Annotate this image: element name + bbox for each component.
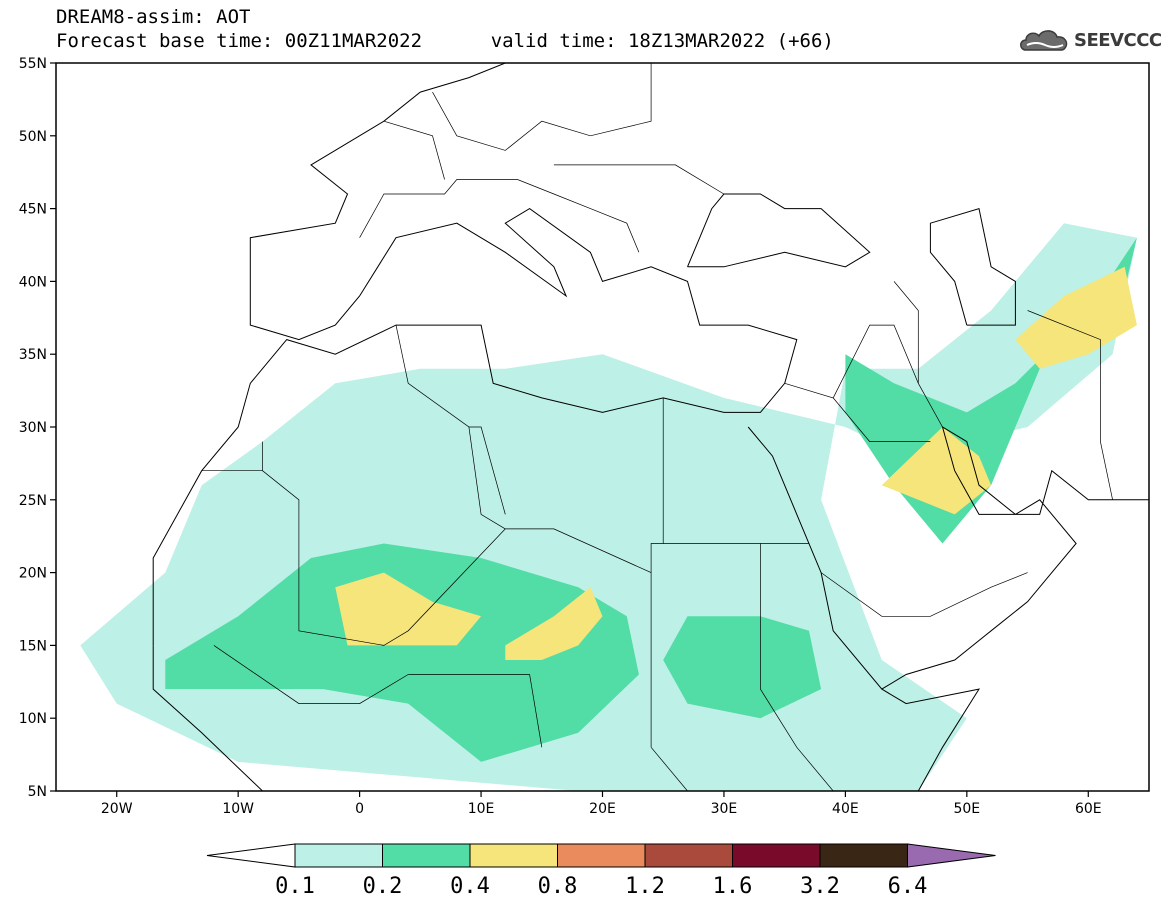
colorbar-over-arrow — [907, 843, 996, 868]
aot-region-0.2-0.4 — [165, 543, 639, 762]
lon-tick-label: 20E — [589, 801, 616, 817]
country-border — [408, 674, 543, 748]
lon-tick-label: 20W — [101, 801, 133, 817]
country-border — [760, 543, 834, 791]
country-border — [553, 164, 725, 195]
lat-tick-label: 5N — [28, 784, 47, 800]
colorbar-box — [644, 843, 733, 868]
lon-tick-label: 40E — [832, 801, 859, 817]
country-border — [893, 281, 919, 384]
colorbar-box — [819, 843, 908, 868]
country-border — [784, 324, 943, 428]
valid-time-label: valid time: 18Z13MAR2022 (+66) — [490, 30, 834, 52]
country-border — [832, 397, 931, 442]
country-boundaries — [152, 63, 1149, 791]
lat-tick-label: 25N — [19, 493, 47, 509]
country-border — [359, 179, 640, 253]
lon-tick-label: 60E — [1075, 801, 1102, 817]
seevccc-logo: SEEVCCC — [1018, 26, 1162, 54]
lat-tick-label: 10N — [19, 711, 47, 727]
aot-region-0.4-0.8 — [505, 587, 603, 660]
lat-tick-label: 55N — [19, 56, 47, 72]
colorbar-box — [469, 843, 558, 868]
colorbar-level-label: 6.4 — [888, 874, 928, 899]
lat-tick-label: 50N — [19, 129, 47, 145]
country-border — [432, 63, 652, 151]
time-info: Forecast base time: 00Z11MAR2022 valid t… — [56, 30, 834, 52]
colorbar-under-arrow — [206, 843, 296, 868]
aot-region-0.2-0.4 — [663, 616, 822, 719]
cloud-icon — [1020, 30, 1068, 51]
colorbar: 0.1 0.2 0.4 0.8 1.2 1.6 3.2 6.4 — [206, 843, 996, 899]
lat-tick-label: 30N — [19, 420, 47, 436]
colorbar-level-label: 0.1 — [275, 874, 315, 899]
aot-field — [80, 223, 1137, 791]
latitude-axis: 55N 50N 45N 40N 35N 30N 25N 20N 15N 10N 5N — [19, 56, 56, 800]
aot-region-0.4-0.8 — [1015, 266, 1137, 369]
lat-tick-label: 45N — [19, 202, 47, 218]
colorbar-level-label: 0.2 — [363, 874, 403, 899]
coastline — [420, 790, 458, 791]
lat-tick-label: 15N — [19, 638, 47, 654]
colorbar-box — [557, 843, 646, 868]
lon-tick-label: 10E — [468, 801, 495, 817]
country-border — [213, 645, 409, 704]
colorbar-level-label: 3.2 — [800, 874, 840, 899]
coastline — [687, 193, 871, 268]
lon-tick-label: 0 — [355, 801, 364, 817]
aot-region-0.4-0.8 — [881, 427, 992, 515]
longitude-axis: 20W 10W 0 10E 20E 30E 40E 50E 60E — [101, 791, 1102, 817]
logo-text: SEEVCCC — [1074, 29, 1162, 51]
lon-tick-label: 50E — [953, 801, 980, 817]
lat-tick-label: 40N — [19, 274, 47, 290]
colorbar-level-label: 0.4 — [450, 874, 490, 899]
colorbar-level-label: 1.6 — [713, 874, 753, 899]
map-title: DREAM8-assim: AOT — [56, 6, 251, 28]
lon-tick-label: 10W — [222, 801, 254, 817]
colorbar-box — [732, 843, 821, 868]
aot-region-0.4-0.8 — [335, 572, 482, 646]
lon-tick-label: 30E — [711, 801, 738, 817]
coastline — [881, 688, 981, 791]
country-border — [383, 120, 445, 180]
coastline — [152, 63, 798, 646]
country-border — [820, 572, 1028, 617]
country-border — [1027, 310, 1113, 500]
coastline — [929, 207, 1016, 326]
country-border — [468, 426, 506, 515]
colorbar-box — [382, 843, 471, 868]
country-border — [650, 747, 688, 791]
country-border — [395, 325, 506, 530]
coastline — [747, 425, 1149, 690]
lat-tick-label: 35N — [19, 347, 47, 363]
base-time-label: Forecast base time: 00Z11MAR2022 — [56, 30, 423, 52]
colorbar-level-label: 1.2 — [625, 874, 665, 899]
coastline — [152, 645, 263, 791]
colorbar-level-label: 0.8 — [538, 874, 578, 899]
colorbar-box — [294, 843, 383, 868]
lat-tick-label: 20N — [19, 566, 47, 582]
